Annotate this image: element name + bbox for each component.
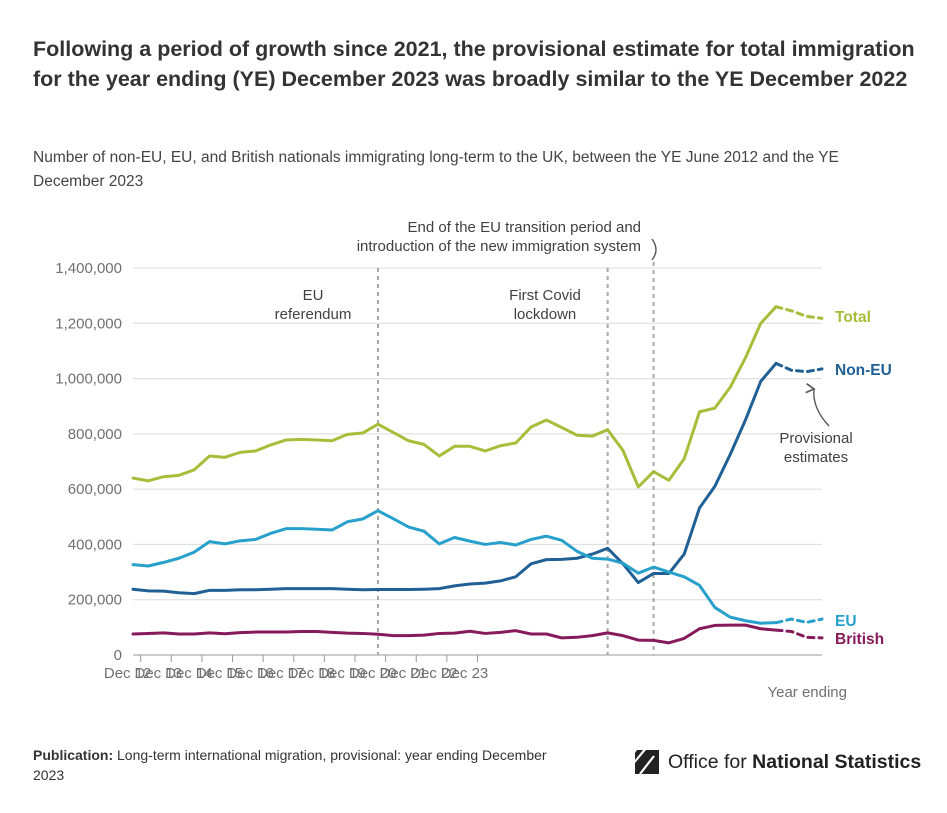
x-tick-label: Dec 17 xyxy=(257,665,305,682)
series-line-provisional-eu xyxy=(774,617,824,625)
series-line-british xyxy=(131,623,778,645)
annotation-labels: EU referendum First Covid lockdown End of th… xyxy=(275,219,657,323)
annotation-label: First Covid xyxy=(509,287,581,304)
legend-label-total: Total xyxy=(835,309,871,326)
legend-label-noneu: Non-EU xyxy=(835,362,892,379)
chart-subtitle: Number of non-EU, EU, and British nation… xyxy=(33,149,839,190)
y-tick-label: 0 xyxy=(114,647,122,664)
x-tick-label: Dec 20 xyxy=(349,665,397,682)
annotation-label: lockdown xyxy=(514,306,577,323)
y-tick-label: 200,000 xyxy=(68,592,122,609)
x-tick-label: Dec 14 xyxy=(165,665,213,682)
series-line-total xyxy=(131,305,778,489)
series-lines xyxy=(131,305,824,645)
series-line-provisional-british xyxy=(774,628,824,640)
x-tick-label: Dec 12 xyxy=(104,665,152,682)
y-axis: 0 200,000 400,000 600,000 800,000 1,000,000 1,… xyxy=(55,260,122,664)
publication-text: Long-term international migration, provi… xyxy=(33,747,547,783)
x-tick-label: Dec 21 xyxy=(379,665,427,682)
x-tick-label: Dec 23 xyxy=(441,665,489,682)
series-line-noneu xyxy=(131,361,778,596)
annotation-label: referendum xyxy=(275,306,352,323)
ons-logo-icon xyxy=(635,750,659,775)
legend-label-british: British xyxy=(835,631,884,648)
gridlines xyxy=(133,267,822,656)
y-tick-label: 800,000 xyxy=(68,426,122,443)
x-tick-label: Dec 16 xyxy=(226,665,274,682)
footer: Publication: Long-term international mig… xyxy=(33,745,553,785)
series-line-provisional-total xyxy=(774,305,824,320)
y-tick-label: 1,400,000 xyxy=(55,260,122,277)
provisional-arrow xyxy=(805,383,830,427)
x-tick-label: Dec 15 xyxy=(196,665,244,682)
provisional-label: Provisional xyxy=(779,430,852,447)
y-tick-label: 400,000 xyxy=(68,536,122,553)
x-tick-label: Dec 19 xyxy=(318,665,366,682)
provisional-callout: Provisional estimates xyxy=(779,383,853,466)
annotation-label: introduction of the new immigration syst… xyxy=(357,238,641,255)
x-axis-label: Year ending xyxy=(767,684,847,701)
y-tick-label: 1,200,000 xyxy=(55,315,122,332)
annotation-label: EU xyxy=(303,287,324,304)
annotation-arrow xyxy=(651,238,657,261)
y-tick-label: 1,000,000 xyxy=(55,371,122,388)
ons-logo: Office for National Statistics xyxy=(634,747,921,777)
x-tick-label: Dec 18 xyxy=(288,665,336,682)
x-tick-label: Dec 13 xyxy=(135,665,183,682)
chart-title: Following a period of growth since 2021,… xyxy=(33,37,915,91)
publication-label: Publication: xyxy=(33,747,114,763)
legend-label-eu: EU xyxy=(835,613,857,630)
ons-logo-text: Office for National Statistics xyxy=(668,750,922,773)
series-line-provisional-noneu xyxy=(774,361,824,374)
annotation-label: End of the EU transition period and xyxy=(408,219,641,236)
y-tick-label: 600,000 xyxy=(68,481,122,498)
provisional-label: estimates xyxy=(784,449,848,466)
x-tick-label: Dec 22 xyxy=(410,665,458,682)
series-line-eu xyxy=(131,509,778,625)
